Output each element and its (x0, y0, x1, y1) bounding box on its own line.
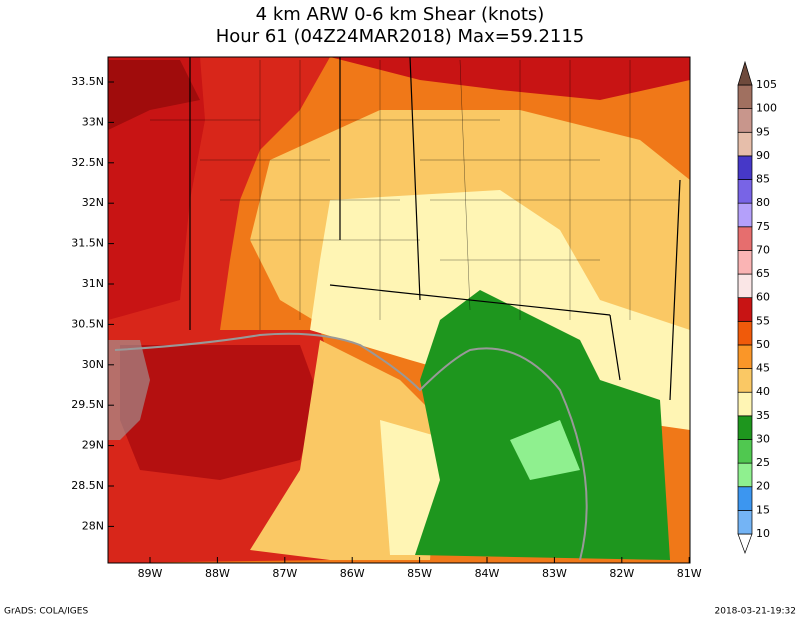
colorbar-box (737, 250, 753, 275)
state-borders (189, 56, 681, 401)
lat-label: 33.5N (71, 75, 104, 88)
colorbar-box (737, 131, 753, 157)
shear-field (120, 345, 320, 480)
lon-label: 87W (272, 567, 297, 580)
lat-label: 30.5N (71, 317, 104, 330)
colorbar-box (737, 179, 753, 204)
colorbar-label: 55 (756, 314, 770, 327)
lat-label: 29N (82, 439, 104, 452)
colorbar-box (737, 486, 753, 511)
colorbar-box (737, 226, 753, 251)
shear-field (510, 420, 580, 480)
colorbar-box (737, 462, 753, 488)
colorbar-label: 15 (756, 503, 770, 516)
colorbar-label: 45 (756, 362, 770, 375)
lon-label: 83W (542, 567, 567, 580)
colorbar-box (737, 344, 753, 369)
colorbar-box (737, 415, 753, 440)
colorbar-box (737, 439, 753, 464)
colorbar-box (737, 368, 753, 393)
colorbar-label: 65 (756, 267, 770, 280)
lon-label: 82W (609, 567, 634, 580)
colorbar-label: 10 (756, 527, 770, 540)
lat-label: 32.5N (71, 156, 104, 169)
lat-label: 28.5N (71, 479, 104, 492)
footer-left: GrADS: COLA/IGES (4, 607, 88, 617)
colorbar-label: 100 (756, 102, 777, 115)
lat-label: 29.5N (71, 398, 104, 411)
colorbar-label: 20 (756, 480, 770, 493)
colorbar-label: 95 (756, 125, 770, 138)
map-area (107, 56, 691, 564)
colorbar-label: 60 (756, 291, 770, 304)
colorbar-box (737, 155, 753, 180)
lon-label: 86W (340, 567, 365, 580)
shear-field (108, 57, 205, 320)
colorbar-box (737, 297, 753, 322)
colorbar-label: 90 (756, 149, 770, 162)
colorbar-label: 30 (756, 432, 770, 445)
colorbar-box (737, 108, 753, 133)
colorbar-box (737, 320, 753, 346)
lat-label: 31N (82, 277, 104, 290)
colorbar-label: 75 (756, 220, 770, 233)
colorbar-high-triangle (737, 60, 753, 86)
subtitle: Hour 61 (04Z24MAR2018) Max=59.2115 (216, 26, 585, 47)
lat-label: 28N (82, 519, 104, 532)
lon-label: 81W (677, 567, 702, 580)
colorbar-box (737, 202, 753, 228)
lat-label: 32N (82, 196, 104, 209)
colorbar-label: 50 (756, 338, 770, 351)
shear-field (415, 290, 670, 560)
colorbar-box (737, 391, 753, 417)
lat-label: 30N (82, 358, 104, 371)
lat-label: 33N (82, 115, 104, 128)
colorbar-box (737, 84, 753, 109)
title: 4 km ARW 0-6 km Shear (knots) (256, 4, 545, 25)
colorbar-low-triangle (737, 533, 753, 555)
lon-label: 85W (407, 567, 432, 580)
colorbar-label: 25 (756, 456, 770, 469)
colorbar: 10 15 20 25 30 35 40 45 50 55 60 65 70 75 80 85 90 95 100 1… (737, 60, 777, 555)
colorbar-label: 105 (756, 78, 777, 91)
county-borders (150, 59, 680, 330)
map-frame (107, 56, 691, 564)
footer-right: 2018-03-21-19:32 (715, 607, 797, 617)
colorbar-label: 85 (756, 173, 770, 186)
lon-label: 89W (138, 567, 163, 580)
colorbar-label: 80 (756, 196, 770, 209)
colorbar-box (737, 510, 753, 535)
axes: 33.5N 33N 32.5N 32N 31.5N 31N 30.5N 30N 29.5N 29N… (71, 75, 701, 580)
lon-label: 84W (475, 567, 500, 580)
shear-field (108, 60, 200, 130)
lat-label: 31.5N (71, 237, 104, 250)
colorbar-label: 70 (756, 243, 770, 256)
colorbar-box (737, 273, 753, 299)
shear-field (330, 57, 690, 100)
lon-label: 88W (205, 567, 230, 580)
colorbar-label: 35 (756, 409, 770, 422)
coast-water (108, 340, 150, 440)
colorbar-label: 40 (756, 385, 770, 398)
coastline (114, 332, 588, 561)
